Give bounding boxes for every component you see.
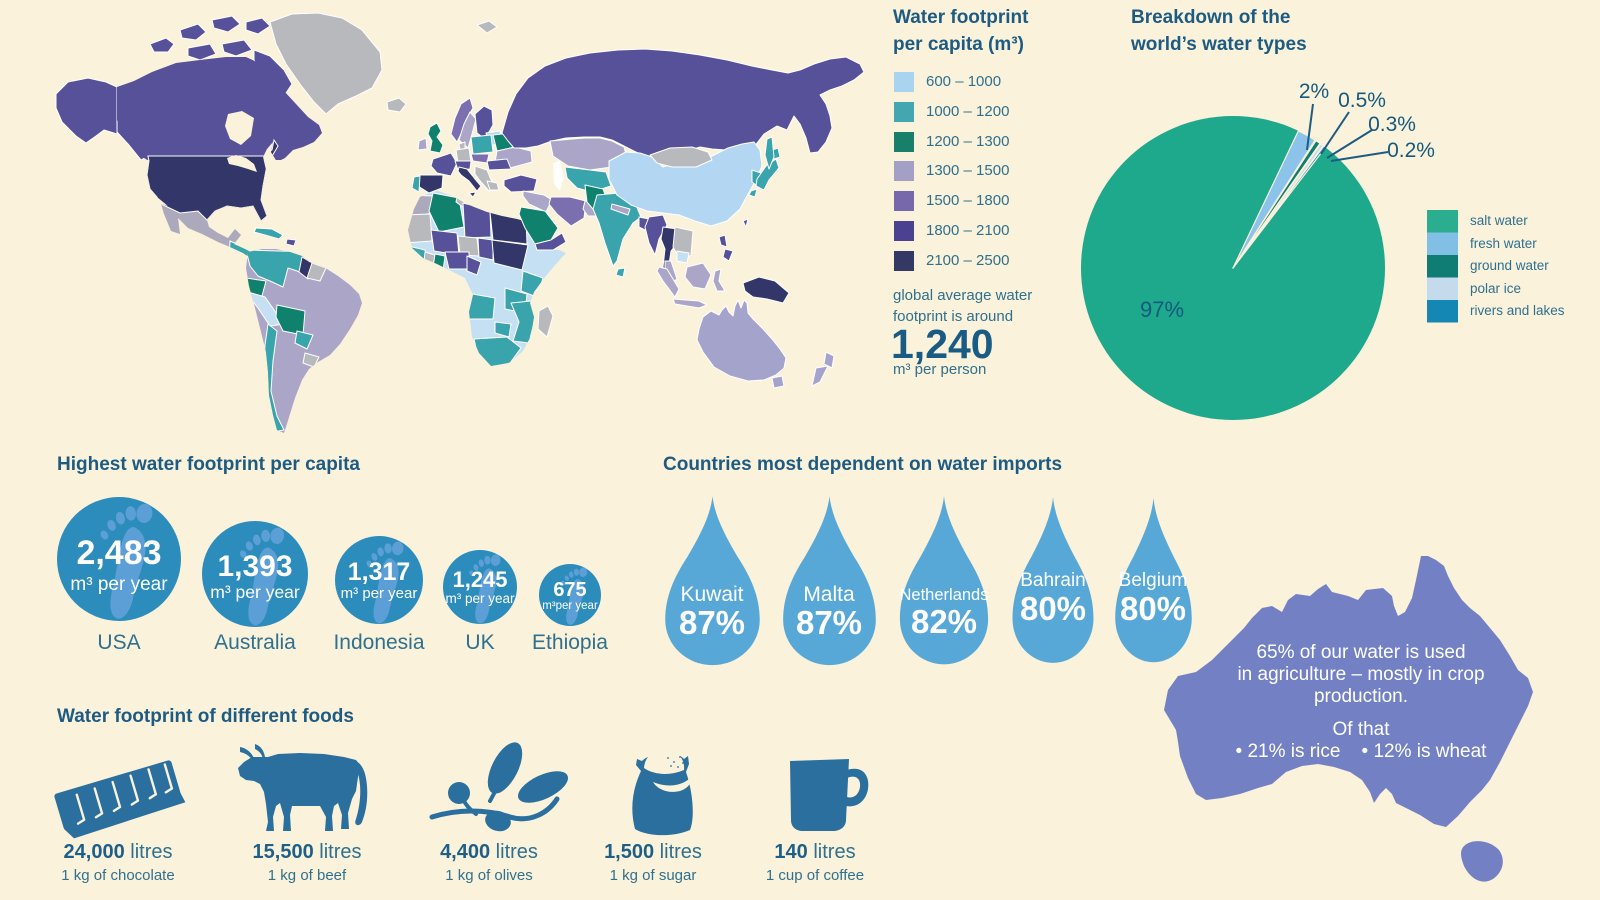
svg-text:80%: 80% bbox=[1020, 590, 1086, 627]
svg-text:80%: 80% bbox=[1120, 590, 1186, 627]
svg-text:87%: 87% bbox=[796, 604, 862, 641]
svg-text:m³per year: m³per year bbox=[542, 600, 598, 612]
svg-text:Netherlands: Netherlands bbox=[900, 586, 989, 604]
svg-text:m³ per year: m³ per year bbox=[70, 574, 168, 595]
svg-text:65% of our water is used: 65% of our water is used bbox=[1256, 642, 1465, 663]
svg-text:Of that: Of that bbox=[1332, 719, 1390, 740]
svg-text:1,245: 1,245 bbox=[452, 567, 507, 592]
svg-text:1,393: 1,393 bbox=[217, 550, 292, 583]
svg-text:0.3%: 0.3% bbox=[1368, 113, 1416, 136]
svg-text:97%: 97% bbox=[1140, 297, 1184, 322]
svg-text:2%: 2% bbox=[1299, 80, 1329, 103]
svg-text:0.2%: 0.2% bbox=[1387, 139, 1435, 162]
svg-text:• 21% is rice • 12% is whea: • 21% is rice • 12% is wheat bbox=[1236, 741, 1488, 762]
svg-text:1,317: 1,317 bbox=[348, 558, 411, 586]
svg-text:0.5%: 0.5% bbox=[1338, 89, 1386, 112]
svg-text:production.: production. bbox=[1314, 686, 1408, 707]
svg-text:m³ per year: m³ per year bbox=[210, 582, 300, 602]
svg-text:82%: 82% bbox=[911, 603, 977, 640]
svg-text:87%: 87% bbox=[679, 604, 745, 641]
svg-text:Malta: Malta bbox=[803, 583, 855, 606]
svg-text:Belgium: Belgium bbox=[1119, 570, 1188, 591]
svg-text:in agriculture – mostly in cro: in agriculture – mostly in crop bbox=[1237, 664, 1484, 685]
svg-text:m³ per year: m³ per year bbox=[341, 585, 418, 602]
svg-text:2,483: 2,483 bbox=[76, 534, 161, 572]
svg-text:Kuwait: Kuwait bbox=[680, 583, 743, 606]
svg-text:Bahrain: Bahrain bbox=[1020, 570, 1086, 591]
svg-text:m³ per year: m³ per year bbox=[445, 591, 515, 606]
svg-text:675: 675 bbox=[553, 579, 586, 601]
